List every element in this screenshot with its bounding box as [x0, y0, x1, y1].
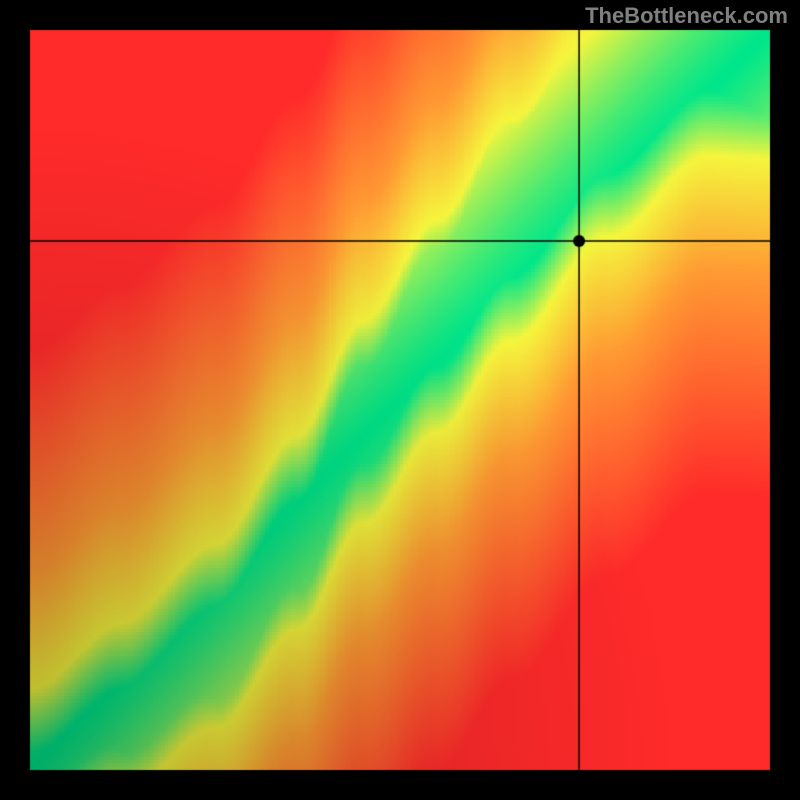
watermark-text: TheBottleneck.com: [585, 3, 788, 29]
bottleneck-heatmap-canvas: [0, 0, 800, 800]
chart-container: TheBottleneck.com: [0, 0, 800, 800]
